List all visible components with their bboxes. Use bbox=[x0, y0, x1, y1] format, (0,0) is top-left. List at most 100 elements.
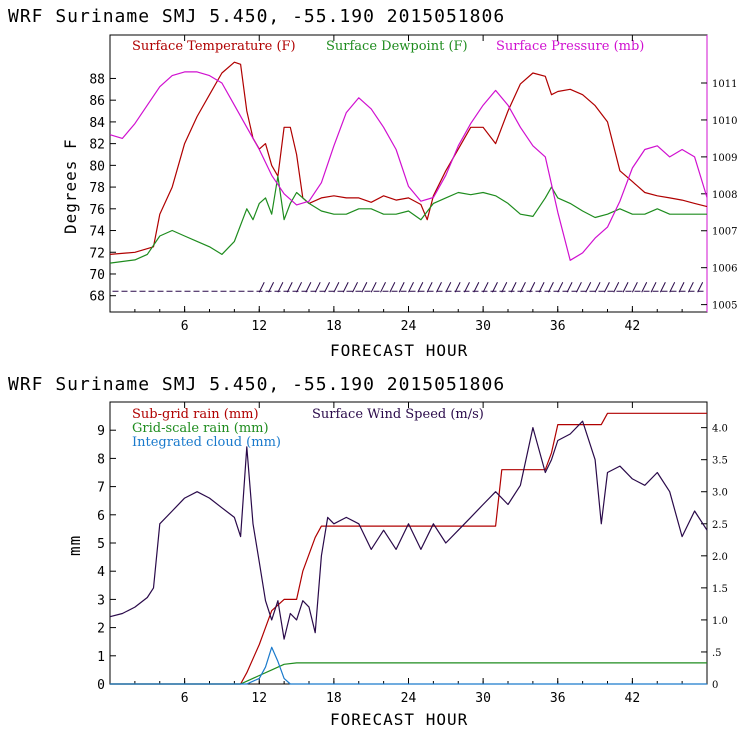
x-tick-label: 42 bbox=[625, 691, 641, 706]
x-tick-label: 42 bbox=[625, 319, 641, 334]
wind-barb bbox=[342, 282, 349, 293]
wind-barb bbox=[538, 282, 545, 293]
y-tick-label: 78 bbox=[89, 181, 105, 196]
y2-tick-label: 1009 bbox=[712, 153, 737, 164]
y2-tick-label: 3.0 bbox=[712, 488, 728, 499]
wind-barb bbox=[464, 282, 470, 293]
y-tick-label: 4 bbox=[97, 565, 105, 580]
top-series-group bbox=[109, 61, 708, 264]
integrated-cloud-line bbox=[110, 646, 707, 685]
y2-tick-label: 2.5 bbox=[712, 520, 728, 531]
wind-barb bbox=[613, 282, 620, 293]
y-tick-label: 88 bbox=[89, 72, 105, 87]
y2-tick-label: 1007 bbox=[712, 227, 737, 238]
wind-barb bbox=[426, 282, 433, 293]
bottom-y-axis-label: mm bbox=[65, 535, 84, 556]
y-tick-label: 2 bbox=[97, 622, 105, 637]
wind-barb bbox=[659, 282, 666, 293]
bottom-x-axis-label: FORECAST HOUR bbox=[330, 710, 468, 729]
bottom-series-group bbox=[109, 412, 708, 685]
y-tick-label: 68 bbox=[89, 290, 105, 305]
x-tick-label: 12 bbox=[251, 691, 267, 706]
wind-barb bbox=[669, 282, 676, 293]
y2-tick-label: 1008 bbox=[712, 190, 737, 201]
y-tick-label: 84 bbox=[89, 116, 105, 131]
wind-barb bbox=[566, 282, 573, 293]
x-tick-label: 6 bbox=[181, 691, 189, 706]
top-x-tick-labels: 6 12 18 24 30 36 42 bbox=[134, 35, 683, 334]
y2-tick-label: 1011 bbox=[712, 79, 737, 90]
wind-barb bbox=[519, 282, 526, 293]
y-tick-label: 74 bbox=[89, 225, 105, 240]
legend-subgrid-rain: Sub-grid rain (mm) bbox=[132, 407, 259, 422]
y2-tick-label: 3.5 bbox=[712, 456, 728, 467]
x-tick-label: 6 bbox=[181, 319, 189, 334]
wind-barb bbox=[501, 282, 508, 293]
wind-barb bbox=[547, 282, 554, 293]
wind-barb bbox=[436, 282, 442, 293]
wind-barb bbox=[380, 282, 386, 293]
y-tick-label: 1 bbox=[97, 650, 105, 665]
wind-barb bbox=[314, 282, 321, 293]
y2-tick-label: 1.0 bbox=[712, 616, 728, 627]
y-tick-label: 8 bbox=[97, 452, 105, 467]
wind-barb bbox=[361, 282, 368, 293]
wind-barb bbox=[585, 282, 592, 293]
wind-barb bbox=[352, 282, 358, 293]
wind-barb bbox=[417, 282, 424, 293]
top-y-axis-label: Degrees F bbox=[61, 138, 80, 234]
wind-barb bbox=[594, 282, 601, 293]
y2-tick-label: 1.5 bbox=[712, 584, 728, 595]
y-tick-label: 86 bbox=[89, 94, 105, 109]
legend-gridscale-rain: Grid-scale rain (mm) bbox=[132, 421, 269, 436]
wind-speed-line bbox=[109, 420, 708, 640]
top-x-axis-label: FORECAST HOUR bbox=[330, 341, 468, 360]
y2-tick-label: 4.0 bbox=[712, 424, 728, 435]
y2-tick-label: 1005 bbox=[712, 301, 737, 312]
top-plot-frame bbox=[109, 34, 708, 313]
wind-barb bbox=[697, 282, 704, 293]
wind-barb bbox=[641, 282, 648, 293]
y-tick-label: 5 bbox=[97, 537, 105, 552]
wind-barb bbox=[603, 282, 610, 293]
wind-barb bbox=[557, 282, 564, 293]
y-tick-label: 7 bbox=[97, 481, 105, 496]
x-tick-label: 24 bbox=[401, 319, 417, 334]
wind-barb bbox=[277, 282, 284, 293]
x-tick-label: 12 bbox=[251, 319, 267, 334]
wind-barb bbox=[473, 282, 480, 293]
top-header: WRF Suriname SMJ 5.450, -55.190 20150518… bbox=[8, 6, 505, 27]
wind-barb bbox=[258, 282, 265, 293]
y2-tick-label: 0 bbox=[712, 680, 718, 691]
x-tick-label: 36 bbox=[550, 319, 566, 334]
y2-tick-label: 1010 bbox=[712, 116, 737, 127]
y-tick-label: 72 bbox=[89, 246, 105, 261]
bottom-y2-tick-labels: 0 .5 1.0 1.5 2.0 2.5 3.0 3.5 4.0 bbox=[701, 424, 728, 691]
wind-barb bbox=[492, 282, 498, 293]
x-tick-label: 30 bbox=[475, 319, 491, 334]
wind-barb bbox=[445, 282, 452, 293]
wind-barb bbox=[687, 282, 694, 293]
wind-barb bbox=[333, 282, 340, 293]
x-tick-label: 24 bbox=[401, 691, 417, 706]
wind-barb bbox=[482, 282, 489, 293]
temperature-line bbox=[109, 61, 708, 255]
bottom-y-tick-labels: 0 1 2 3 4 5 6 7 8 9 bbox=[97, 424, 116, 693]
y-tick-label: 0 bbox=[97, 678, 105, 693]
legend-dewpoint: Surface Dewpoint (F) bbox=[326, 39, 468, 54]
y-tick-label: 80 bbox=[89, 159, 105, 174]
y-tick-label: 70 bbox=[89, 268, 105, 283]
wind-barb bbox=[305, 282, 312, 293]
top-y-tick-labels: 68 70 72 74 76 78 80 82 84 86 88 bbox=[89, 72, 116, 305]
y2-tick-label: 1006 bbox=[712, 264, 737, 275]
x-tick-label: 18 bbox=[326, 319, 342, 334]
top-y2-tick-labels: 1005 1006 1007 1008 1009 1010 1011 bbox=[701, 79, 737, 312]
x-tick-label: 30 bbox=[475, 691, 491, 706]
legend-pressure: Surface Pressure (mb) bbox=[496, 39, 644, 54]
wind-barb bbox=[408, 282, 414, 293]
wind-barb bbox=[678, 282, 685, 293]
y2-tick-label: 2.0 bbox=[712, 552, 728, 563]
wind-barb bbox=[529, 282, 536, 293]
legend-integrated-cloud: Integrated cloud (mm) bbox=[132, 435, 281, 450]
wind-barb bbox=[650, 282, 657, 293]
